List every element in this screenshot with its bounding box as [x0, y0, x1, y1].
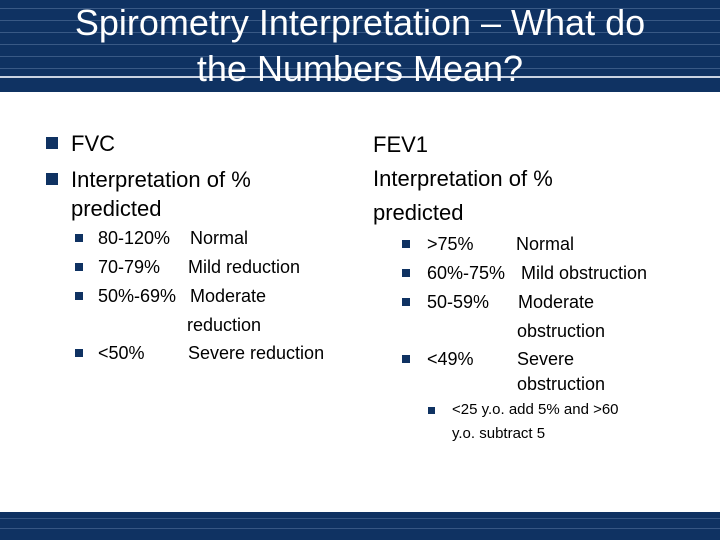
left-predicted-label: predicted [71, 196, 162, 221]
right-fev1-label: FEV1 [373, 132, 429, 157]
right-row-range: 60%-75% [427, 263, 506, 283]
left-fvc-label: FVC [71, 131, 115, 156]
bullet-square-icon [75, 349, 83, 357]
right-row-label-continued: obstruction [517, 321, 606, 341]
bullet-square-icon [75, 234, 83, 242]
left-row-label: Mild reduction [188, 257, 301, 277]
left-row-range: 50%-69% [98, 286, 177, 306]
slide-title: Spirometry Interpretation – What do the … [0, 0, 720, 92]
bullet-square-icon [46, 137, 58, 149]
footer-bar [0, 512, 720, 540]
bullet-square-icon [46, 173, 58, 185]
left-row-range: <50% [98, 343, 145, 363]
right-row-label: Normal [516, 234, 575, 254]
right-interpretation-label: Interpretation of % [373, 166, 553, 191]
right-row-label: Mild obstruction [521, 263, 648, 283]
bullet-square-icon [75, 263, 83, 271]
right-row-label: Moderate [518, 292, 595, 312]
bullet-square-icon [402, 355, 410, 363]
right-row-label-continued: obstruction [517, 374, 606, 394]
right-row-range: 50-59% [427, 292, 490, 312]
left-row-label: Normal [190, 228, 249, 248]
right-note-line-1: <25 y.o. add 5% and >60 [452, 401, 619, 418]
left-row-label: Moderate [190, 286, 267, 306]
right-predicted-label: predicted [373, 200, 464, 225]
bullet-square-icon [402, 240, 410, 248]
right-row-range: <49% [427, 349, 474, 369]
right-note-line-2: y.o. subtract 5 [452, 425, 546, 442]
left-row-label-continued: reduction [187, 315, 262, 335]
bullet-square-icon [428, 407, 435, 414]
bullet-square-icon [402, 269, 410, 277]
left-row-range: 80-120% [98, 228, 171, 248]
left-row-range: 70-79% [98, 257, 161, 277]
right-row-range: >75% [427, 234, 474, 254]
title-bar: Spirometry Interpretation – What do the … [0, 0, 720, 92]
right-row-label: Severe [517, 349, 575, 369]
bullet-square-icon [75, 292, 83, 300]
slide-title-line-2: the Numbers Mean? [196, 48, 524, 89]
bullet-square-icon [402, 298, 410, 306]
left-row-label: Severe reduction [188, 343, 325, 363]
title-underline [0, 76, 720, 78]
slide-title-line-1: Spirometry Interpretation – What do [74, 2, 646, 43]
left-interpretation-label: Interpretation of % [71, 167, 251, 192]
